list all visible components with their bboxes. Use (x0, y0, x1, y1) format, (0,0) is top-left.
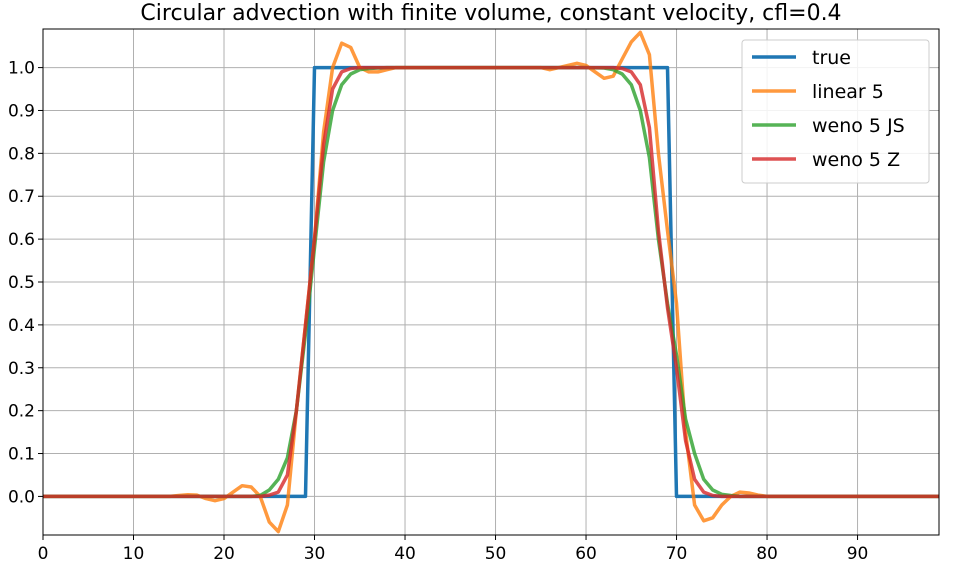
x-tick-label: 40 (394, 544, 416, 564)
y-tick-label: 0.1 (8, 445, 35, 465)
x-tick-label: 10 (123, 544, 145, 564)
y-tick-label: 0.5 (8, 273, 35, 293)
legend-label: weno 5 JS (812, 115, 905, 137)
x-tick-label: 50 (485, 544, 507, 564)
x-tick-label: 70 (666, 544, 688, 564)
y-tick-label: 0.0 (8, 487, 35, 507)
legend-label: true (812, 47, 851, 69)
x-tick-label: 80 (756, 544, 778, 564)
y-tick-label: 0.6 (8, 230, 35, 250)
legend: true linear 5 weno 5 JS weno 5 Z (741, 39, 930, 184)
x-tick-label: 0 (38, 544, 49, 564)
y-tick-label: 0.7 (8, 187, 35, 207)
chart-title: Circular advection with finite volume, c… (140, 1, 841, 26)
legend-label: weno 5 Z (812, 149, 900, 171)
y-tick-label: 0.4 (8, 316, 35, 336)
y-tick-label: 0.2 (8, 402, 35, 422)
y-tick-label: 1.0 (8, 59, 35, 79)
series-line-weno-5-z (43, 65, 939, 499)
x-tick-label: 90 (847, 544, 869, 564)
y-tick-label: 0.3 (8, 359, 35, 379)
x-tick-label: 20 (213, 544, 235, 564)
legend-box (741, 39, 930, 184)
series-layer (43, 30, 939, 534)
legend-label: linear 5 (812, 81, 884, 103)
axes: 0 10 20 30 40 50 60 70 80 90 0.0 0.1 0.2 0.3 0.4 0.5 0.6… (8, 59, 868, 564)
x-tick-label: 30 (304, 544, 326, 564)
y-tick-label: 0.8 (8, 144, 35, 164)
x-tick-label: 60 (575, 544, 597, 564)
y-tick-label: 0.9 (8, 101, 35, 121)
